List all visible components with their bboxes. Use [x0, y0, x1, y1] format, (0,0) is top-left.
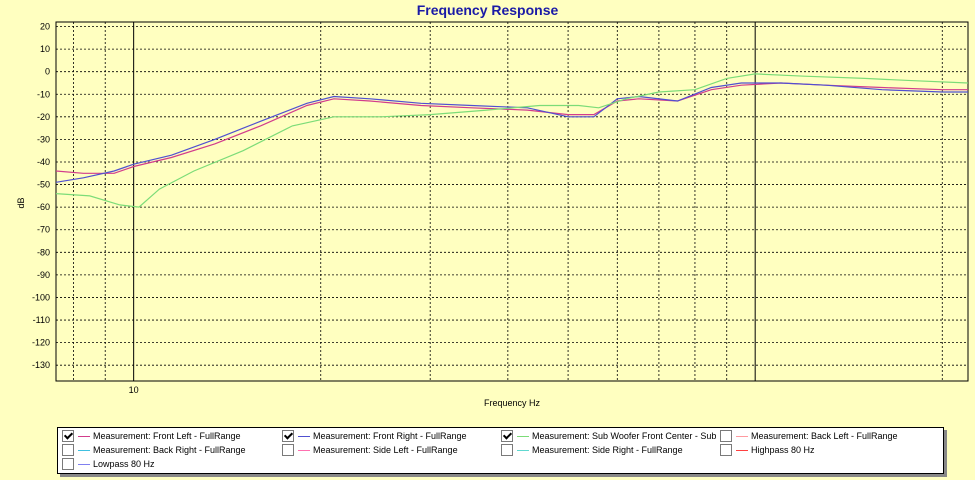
legend-label: Measurement: Back Left - FullRange — [751, 431, 898, 441]
y-tick-label: -20 — [37, 112, 50, 122]
y-tick-label: -130 — [32, 360, 50, 370]
legend-label: Measurement: Front Right - FullRange — [313, 431, 467, 441]
y-tick-label: -80 — [37, 247, 50, 257]
legend-checkbox[interactable] — [62, 444, 74, 456]
legend-checkbox[interactable] — [720, 444, 732, 456]
legend-item[interactable]: Measurement: Back Right - FullRange — [62, 443, 246, 457]
y-tick-label: -10 — [37, 89, 50, 99]
y-tick-label: 20 — [40, 22, 50, 32]
legend-swatch — [78, 449, 90, 451]
legend-item[interactable]: Measurement: Side Left - FullRange — [282, 443, 458, 457]
legend-swatch — [78, 435, 90, 437]
x-tick-label: 10 — [129, 385, 139, 395]
x-axis-label: Frequency Hz — [484, 398, 541, 408]
plot-area — [55, 21, 969, 382]
series-line-2 — [55, 82, 968, 183]
legend-item[interactable]: Highpass 80 Hz — [720, 443, 815, 457]
legend-label: Measurement: Sub Woofer Front Center - S… — [532, 431, 717, 441]
y-tick-label: -30 — [37, 134, 50, 144]
legend-checkbox[interactable] — [501, 444, 513, 456]
y-tick-label: 10 — [40, 44, 50, 54]
chart-svg: 20 10 0 -10 -20 -30 -40 -50 -60 -70 -80 -90 -100 -110… — [16, 21, 969, 408]
legend-swatch — [517, 449, 529, 451]
legend-checkbox[interactable] — [62, 430, 74, 442]
legend-label: Highpass 80 Hz — [751, 445, 815, 455]
legend-checkbox[interactable] — [720, 430, 732, 442]
y-tick-label: -90 — [37, 270, 50, 280]
legend-swatch — [298, 449, 310, 451]
y-tick-label: -110 — [33, 315, 50, 325]
legend-item[interactable]: Measurement: Sub Woofer Front Center - S… — [501, 429, 716, 443]
legend-item[interactable]: Measurement: Side Right - FullRange — [501, 443, 683, 457]
y-tick-label: -40 — [37, 157, 50, 167]
legend-swatch — [736, 435, 748, 437]
y-tick-label: -120 — [32, 338, 50, 348]
legend-swatch — [78, 463, 90, 465]
legend-item[interactable]: Measurement: Back Left - FullRange — [720, 429, 898, 443]
legend-swatch — [736, 449, 748, 451]
y-tick-label: -70 — [37, 225, 50, 235]
chart-title: Frequency Response — [416, 2, 559, 18]
y-tick-label: -50 — [37, 180, 50, 190]
legend-checkbox[interactable] — [501, 430, 513, 442]
legend-item[interactable]: Measurement: Front Left - FullRange — [62, 429, 241, 443]
y-tick-label: -100 — [32, 292, 50, 302]
y-axis-label: dB — [16, 197, 26, 208]
legend: Measurement: Front Left - FullRange Measu… — [57, 427, 944, 474]
legend-label: Lowpass 80 Hz — [93, 459, 155, 469]
legend-swatch — [517, 435, 529, 437]
y-tick-label: 0 — [45, 67, 50, 77]
legend-checkbox[interactable] — [282, 430, 294, 442]
legend-swatch — [298, 435, 310, 437]
legend-item[interactable]: Measurement: Front Right - FullRange — [282, 429, 467, 443]
legend-label: Measurement: Side Left - FullRange — [313, 445, 458, 455]
y-tick-label: -60 — [37, 202, 50, 212]
legend-item[interactable]: Lowpass 80 Hz — [62, 457, 155, 471]
legend-checkbox[interactable] — [282, 444, 294, 456]
legend-label: Measurement: Back Right - FullRange — [93, 445, 246, 455]
series-line-3 — [55, 73, 969, 208]
legend-checkbox[interactable] — [62, 458, 74, 470]
legend-label: Measurement: Front Left - FullRange — [93, 431, 241, 441]
legend-label: Measurement: Side Right - FullRange — [532, 445, 683, 455]
